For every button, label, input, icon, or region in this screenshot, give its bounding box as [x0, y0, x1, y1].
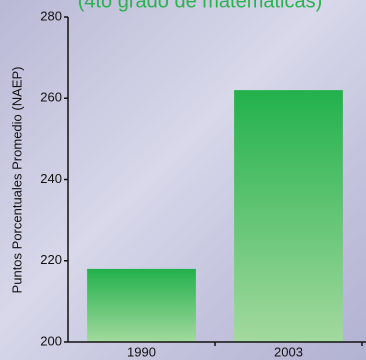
x-tick-label: 1990	[127, 344, 156, 359]
chart-title: (4to grado de matemáticas)	[78, 0, 323, 12]
y-tick-label: 240	[40, 171, 62, 186]
y-tick-label: 280	[40, 8, 62, 23]
y-axis-label: Puntos Porcentuales Promedio (NAEP)	[9, 67, 24, 294]
y-tick-label: 220	[40, 252, 62, 267]
x-tick-label: 2003	[274, 344, 303, 359]
bar	[234, 90, 343, 342]
y-tick-label: 260	[40, 90, 62, 105]
y-tick-label: 200	[40, 333, 62, 348]
bar	[87, 268, 196, 342]
